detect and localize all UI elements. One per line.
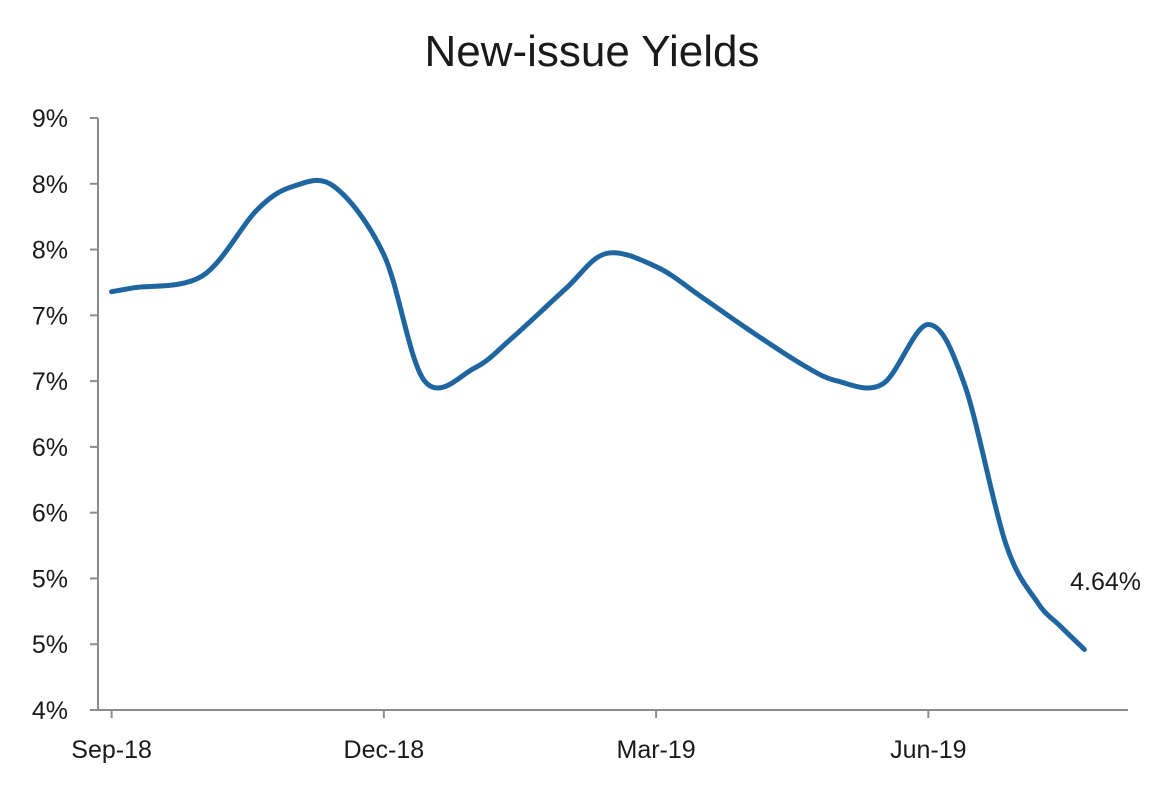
data-point (132, 285, 137, 290)
x-tick-label: Mar-19 (617, 736, 696, 764)
data-point (1003, 540, 1008, 545)
data-point (291, 184, 296, 189)
data-point (654, 264, 659, 269)
x-tick-label: Jun-19 (890, 736, 966, 764)
x-tick-label: Dec-18 (344, 736, 425, 764)
data-point (604, 251, 609, 256)
data-point (962, 383, 967, 388)
data-point (799, 362, 804, 367)
y-tick-label: 4% (32, 697, 68, 725)
y-tick-label: 8% (32, 237, 68, 265)
y-tick-label: 7% (32, 368, 68, 396)
y-tick-label: 7% (32, 302, 68, 330)
data-point (331, 184, 336, 189)
data-point (563, 287, 568, 292)
data-point (109, 289, 114, 294)
data-point (1035, 600, 1040, 605)
data-point (1082, 647, 1087, 652)
data-label: 4.64% (1070, 568, 1141, 596)
data-point (699, 294, 704, 299)
y-tick-label: 8% (32, 171, 68, 199)
data-point (508, 337, 513, 342)
y-tick-label: 5% (32, 631, 68, 659)
data-point (254, 208, 259, 213)
data-point (744, 326, 749, 331)
data-point (200, 273, 205, 278)
data-point-group (109, 184, 1087, 652)
data-point (1057, 623, 1062, 628)
series-line (109, 177, 1087, 652)
x-tick-label: Sep-18 (71, 736, 152, 764)
y-tick-group: 9% 8% 8% 7% 7% 6% 6% 5% 5% 4% (32, 105, 98, 725)
data-point (381, 252, 386, 257)
y-tick-label: 6% (32, 434, 68, 462)
data-point (926, 322, 931, 327)
data-point (881, 381, 886, 386)
chart-title: New-issue Yields (424, 27, 759, 76)
data-point (472, 366, 477, 371)
y-tick-label: 5% (32, 565, 68, 593)
data-point (835, 379, 840, 384)
y-tick-label: 9% (32, 105, 68, 133)
data-point (422, 379, 427, 384)
y-tick-label: 6% (32, 500, 68, 528)
